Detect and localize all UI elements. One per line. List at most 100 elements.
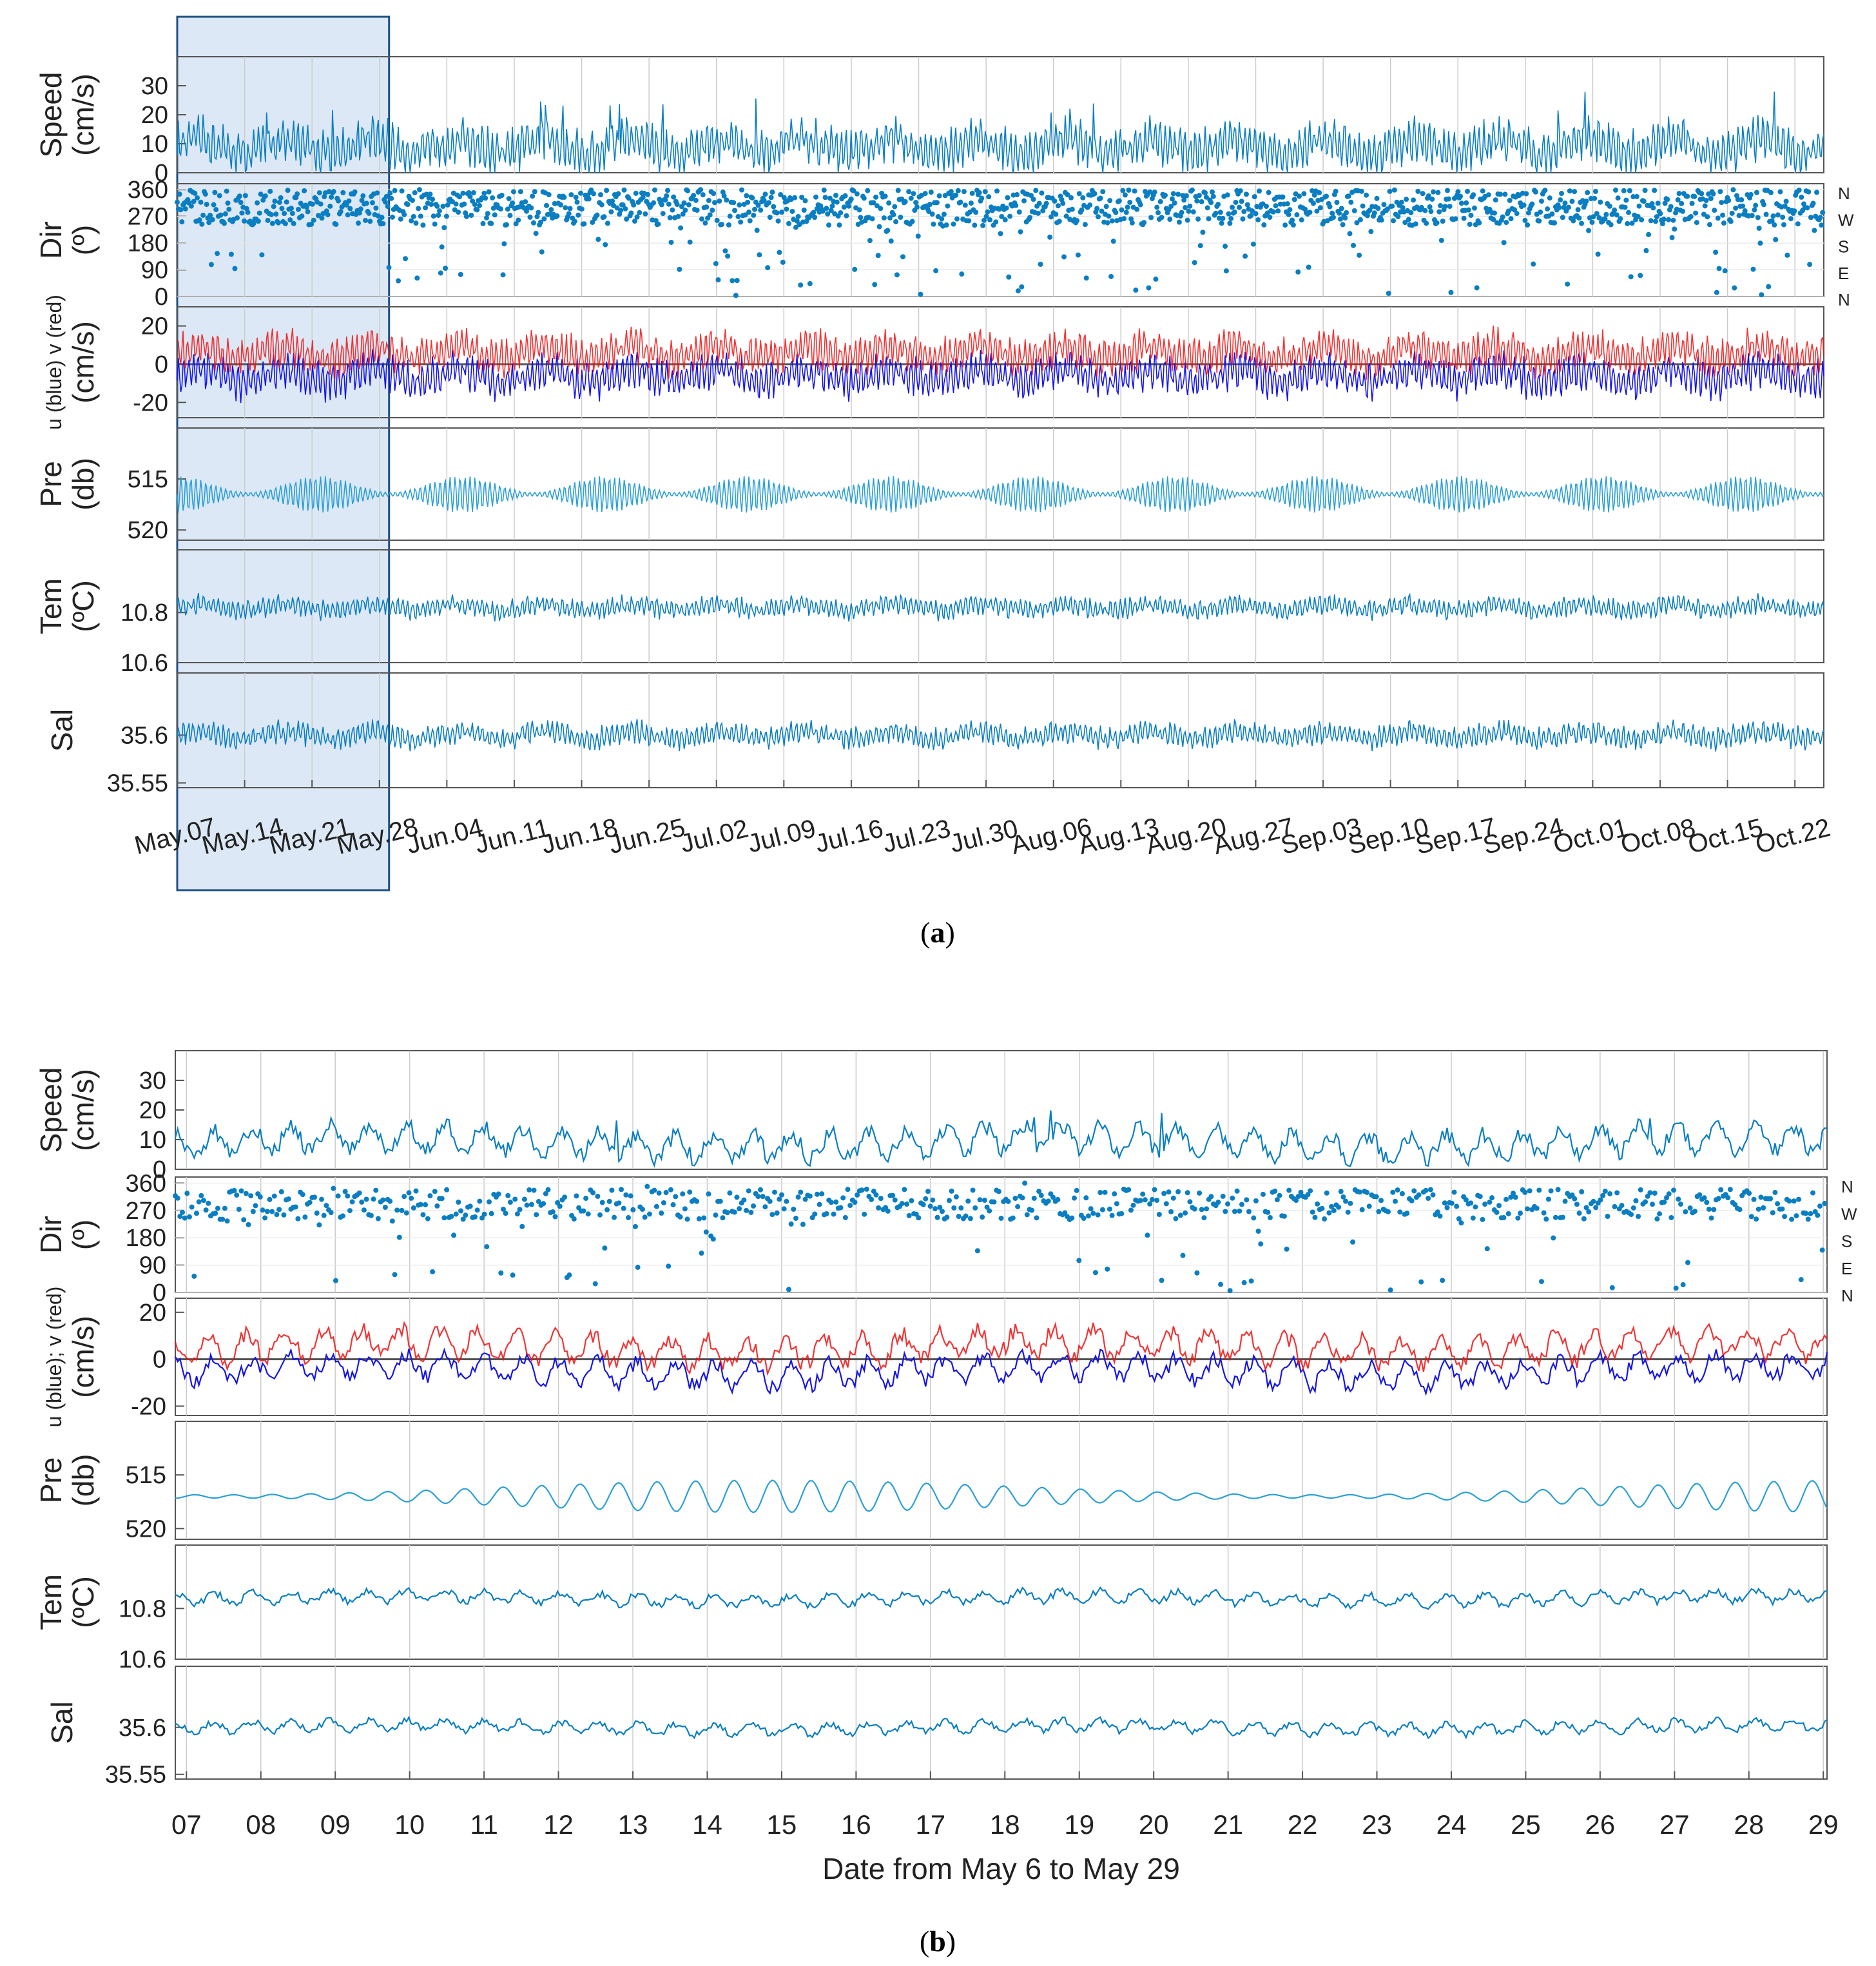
direction-point [1775, 1201, 1781, 1207]
direction-point [1343, 1198, 1349, 1204]
direction-point [295, 206, 301, 212]
direction-point [1538, 209, 1543, 215]
direction-point [1012, 1196, 1018, 1202]
direction-point [767, 1198, 773, 1204]
direction-point [615, 191, 621, 197]
direction-point [1796, 1196, 1802, 1202]
direction-point [517, 1207, 523, 1212]
direction-point [1122, 192, 1128, 198]
direction-point [1442, 204, 1448, 209]
direction-point [824, 1211, 829, 1217]
direction-point [1708, 1215, 1714, 1221]
y-axis-label: (º) [66, 225, 100, 255]
direction-point [1088, 1206, 1094, 1212]
direction-point [1474, 285, 1480, 291]
y-axis-label: u (blue); v (red) [43, 1287, 66, 1428]
direction-point [1110, 238, 1116, 244]
direction-point [1330, 215, 1336, 220]
direction-point [873, 1192, 879, 1198]
y-axis-label: Dir [34, 221, 68, 259]
y-tick-label: 180 [128, 230, 168, 257]
direction-point [1722, 268, 1728, 274]
direction-point [483, 195, 488, 201]
direction-point [331, 189, 336, 195]
direction-point [1055, 203, 1061, 209]
direction-point [590, 1190, 596, 1196]
direction-point [1201, 1215, 1207, 1221]
direction-point [1574, 1202, 1580, 1207]
direction-point [1636, 1214, 1641, 1220]
direction-point [1050, 1194, 1056, 1200]
direction-point [1569, 1192, 1575, 1198]
direction-point [946, 1198, 952, 1203]
y-tick-label: 0 [155, 284, 168, 311]
direction-point [1218, 1281, 1224, 1287]
direction-point [260, 1207, 266, 1213]
direction-point [1789, 1216, 1795, 1222]
direction-point [665, 188, 671, 193]
direction-point [385, 204, 391, 209]
direction-point [1359, 188, 1364, 194]
direction-point [1215, 202, 1221, 208]
x-tick-label: 28 [1734, 1809, 1764, 1840]
direction-point [851, 188, 856, 193]
direction-point [1213, 210, 1219, 216]
direction-point [1183, 193, 1189, 199]
direction-point [1556, 205, 1562, 211]
direction-point [784, 1198, 789, 1204]
series-line-tem-0 [175, 1586, 1828, 1610]
x-tick-label: 20 [1139, 1809, 1169, 1840]
direction-point [1504, 1196, 1509, 1202]
direction-point [1170, 1195, 1176, 1201]
direction-point [236, 1207, 242, 1212]
direction-point [703, 1229, 709, 1235]
direction-point [1768, 190, 1774, 195]
direction-point [225, 200, 231, 206]
direction-point [1236, 204, 1242, 210]
direction-point [1702, 203, 1708, 209]
direction-point [1650, 1202, 1656, 1207]
direction-point [739, 187, 744, 193]
direction-point [677, 266, 682, 272]
x-tick-label: 21 [1213, 1809, 1243, 1840]
direction-point [1609, 1285, 1615, 1290]
direction-point [659, 202, 664, 208]
direction-point [682, 208, 688, 213]
direction-point [1679, 200, 1685, 206]
direction-point [819, 1191, 825, 1197]
direction-point [1140, 1191, 1146, 1197]
direction-point [873, 194, 879, 200]
direction-point [784, 206, 789, 212]
y-tick-label: 90 [141, 257, 168, 284]
direction-point [687, 1189, 693, 1195]
direction-point [840, 1195, 846, 1201]
direction-point [1005, 1198, 1011, 1204]
direction-point [1468, 212, 1474, 218]
direction-point [798, 282, 804, 288]
direction-point [1244, 1197, 1250, 1203]
direction-point [1420, 191, 1426, 197]
direction-point [430, 197, 436, 202]
series-line-speed-0 [174, 1110, 1827, 1168]
direction-point [904, 1202, 910, 1207]
y-tick-label: 0 [155, 160, 168, 187]
direction-point [285, 188, 291, 193]
direction-point [1650, 205, 1656, 211]
direction-point [429, 202, 434, 208]
y-tick-label: 0 [155, 351, 168, 378]
direction-point [1223, 1209, 1228, 1214]
direction-point [1226, 211, 1232, 217]
direction-point [463, 1212, 469, 1218]
direction-point [1227, 220, 1233, 226]
direction-point [722, 248, 728, 254]
direction-point [939, 216, 945, 222]
direction-point [1804, 205, 1810, 211]
highlight-window [176, 15, 391, 891]
y-axis-label: Speed [34, 1067, 68, 1153]
direction-point [486, 1199, 492, 1205]
direction-letter: W [1841, 1204, 1857, 1223]
direction-point [1547, 195, 1552, 201]
direction-point [928, 190, 934, 195]
direction-point [224, 188, 229, 194]
direction-point [440, 204, 446, 209]
